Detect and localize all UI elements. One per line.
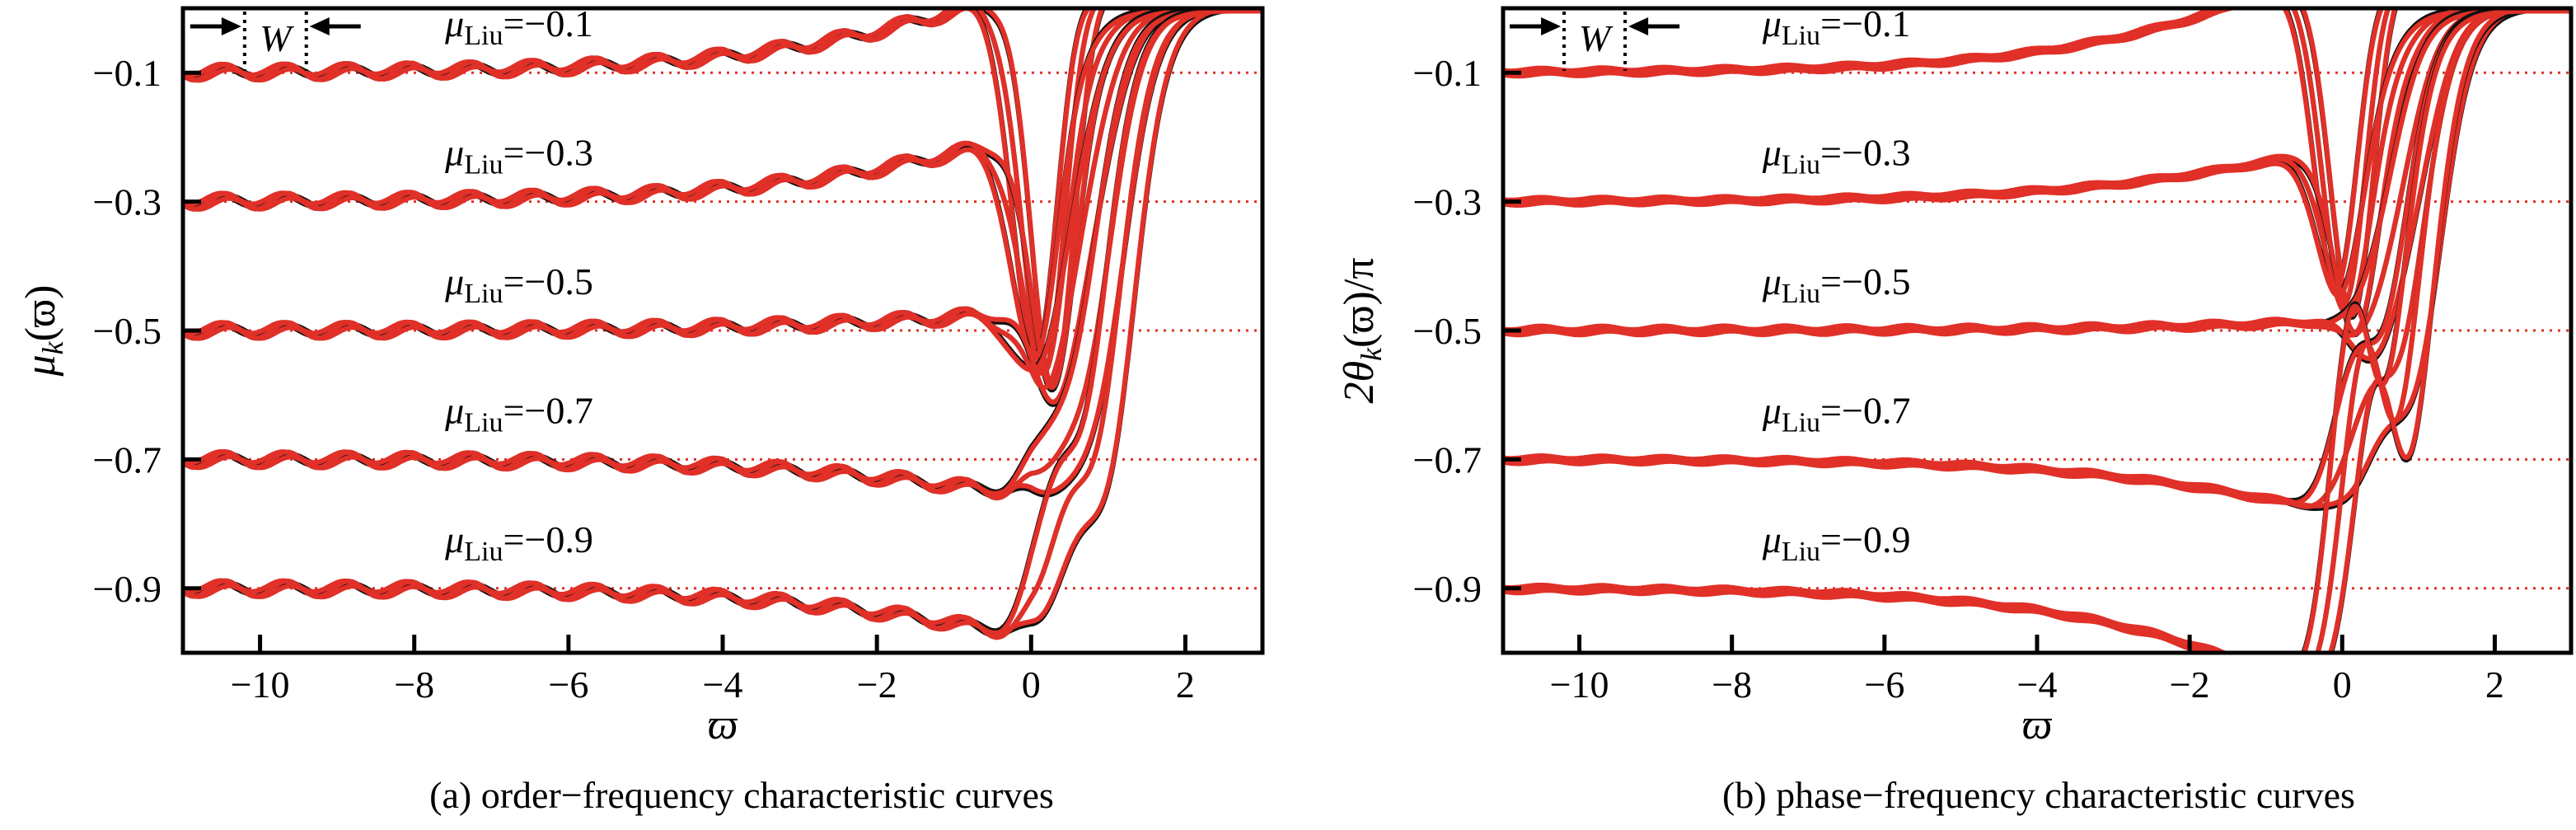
x-tick-label: 0 (1022, 664, 1041, 706)
series-label: μLiu=−0.7 (444, 389, 593, 438)
x-axis-label: ϖ (708, 701, 738, 748)
series-curve (183, 8, 1262, 496)
x-tick-label: −10 (1550, 664, 1609, 706)
y-tick-label: −0.5 (1413, 310, 1482, 352)
y-axis-label: 2θk(ϖ)/π (1336, 257, 1388, 403)
x-tick-label: −4 (703, 664, 743, 706)
series-curve (183, 8, 1262, 635)
x-tick-label: −6 (548, 664, 588, 706)
arrow-right-head (1541, 17, 1562, 35)
x-tick-label: −8 (394, 664, 434, 706)
series-curve (1503, 8, 2571, 653)
y-tick-label: −0.5 (93, 310, 162, 352)
width-marker: W (190, 12, 361, 71)
arrow-left-head (1628, 17, 1649, 35)
width-marker: W (1510, 12, 1680, 71)
series-curve (1503, 8, 2530, 335)
y-axis-label: μk(ϖ) (17, 285, 69, 377)
arrow-left-head (309, 17, 330, 35)
series-label: μLiu=−0.5 (444, 260, 593, 309)
series-curve (183, 8, 1226, 390)
panel-caption: (a) order−frequency characteristic curve… (429, 774, 1054, 816)
series-label: μLiu=−0.1 (444, 2, 593, 51)
series-label: μLiu=−0.9 (444, 518, 593, 567)
series-curve (1503, 8, 2398, 317)
y-tick-label: −0.1 (1413, 52, 1482, 94)
x-tick-label: −2 (857, 664, 897, 706)
x-axis-label: ϖ (2022, 701, 2053, 748)
x-tick-label: −8 (1712, 664, 1752, 706)
width-marker-label: W (1579, 17, 1614, 59)
series-curve (1503, 8, 2571, 653)
width-marker-label: W (260, 17, 294, 59)
series-label: μLiu=−0.1 (1762, 2, 1911, 51)
panel-caption: (b) phase−frequency characteristic curve… (1722, 774, 2355, 816)
series-curve (183, 8, 1250, 405)
series-label: μLiu=−0.7 (1762, 389, 1911, 438)
panel-a: −10 −8 −6 −4 −2 0 2 −0.1 −0.3 −0.5 −0.7 −0.9 ϖ μk(ϖ) μ… (17, 2, 1265, 816)
x-tick-label: 2 (2485, 664, 2504, 706)
series-label: μLiu=−0.3 (1762, 132, 1911, 181)
series-curve (1503, 8, 2569, 361)
panel-b: −10 −8 −6 −4 −2 0 2 −0.1 −0.3 −0.5 −0.7 −0.9 ϖ 2θk(ϖ)… (1336, 2, 2574, 816)
series-label: μLiu=−0.5 (1762, 260, 1911, 309)
x-tick-label: −4 (2017, 664, 2058, 706)
y-tick-label: −0.3 (93, 181, 162, 223)
curves (1503, 8, 2571, 653)
x-tick-label: −2 (2170, 664, 2210, 706)
x-tick-label: −10 (231, 664, 290, 706)
series-label: μLiu=−0.3 (444, 132, 593, 181)
series-label: μLiu=−0.9 (1762, 518, 1911, 567)
arrow-right-head (221, 17, 241, 35)
x-tick-label: 2 (1176, 664, 1195, 706)
y-tick-label: −0.7 (1413, 438, 1482, 481)
y-tick-label: −0.9 (93, 568, 162, 610)
y-tick-label: −0.9 (1413, 568, 1482, 610)
y-tick-label: −0.3 (1413, 181, 1482, 223)
x-tick-label: −6 (1864, 664, 1904, 706)
y-tick-label: −0.7 (93, 438, 162, 481)
curves (183, 8, 1262, 640)
y-tick-label: −0.1 (93, 52, 162, 94)
x-tick-label: 0 (2333, 664, 2352, 706)
